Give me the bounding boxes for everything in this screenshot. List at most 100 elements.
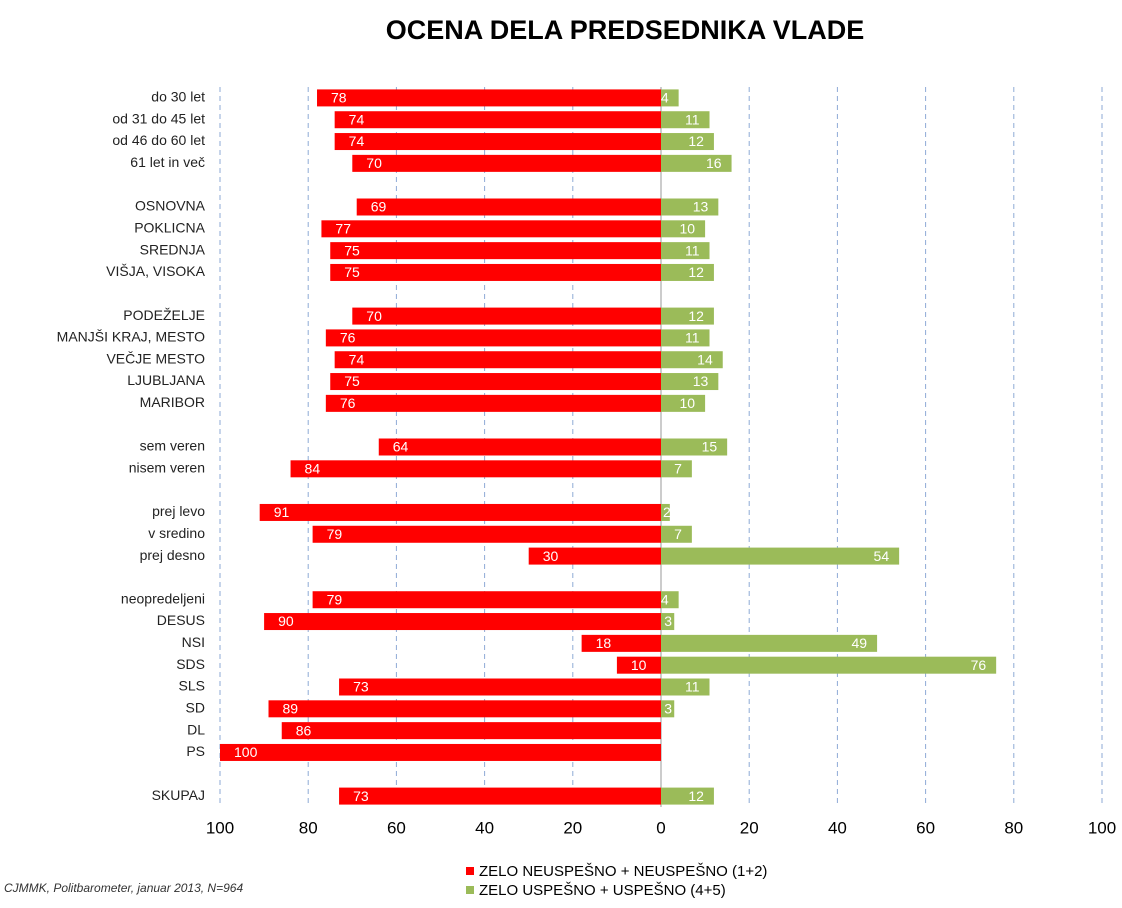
bar <box>352 154 661 172</box>
y-tick-label: neopredeljeni <box>121 590 205 606</box>
bar <box>661 154 732 172</box>
bar <box>339 678 661 696</box>
data-label: 54 <box>874 548 890 564</box>
legend-label: ZELO USPEŠNO + USPEŠNO (4+5) <box>479 882 726 899</box>
x-tick-label: 60 <box>387 818 406 837</box>
y-tick-label: VEČJE MESTO <box>106 350 205 366</box>
y-tick-label: PODEŽELJE <box>123 307 205 323</box>
y-tick-label: SDS <box>176 656 205 672</box>
x-tick-label: 20 <box>740 818 759 837</box>
bar <box>661 111 710 129</box>
bar <box>661 329 710 347</box>
data-label: 78 <box>331 90 347 106</box>
y-tick-label: DESUS <box>157 612 205 628</box>
bar <box>259 503 661 521</box>
data-label: 14 <box>697 351 713 367</box>
x-tick-label: 80 <box>1004 818 1023 837</box>
data-label: 86 <box>296 722 312 738</box>
bar <box>661 133 714 151</box>
data-label: 3 <box>664 701 672 717</box>
y-tick-label: SREDNJA <box>140 241 206 257</box>
bar <box>661 547 900 565</box>
data-label: 100 <box>234 744 258 760</box>
data-label: 74 <box>349 133 365 149</box>
data-label: 79 <box>327 591 343 607</box>
y-tick-label: nisem veren <box>129 460 205 476</box>
data-label: 11 <box>685 330 700 346</box>
data-label: 10 <box>680 221 696 237</box>
data-label: 13 <box>693 373 709 389</box>
bar <box>661 613 675 631</box>
bar <box>581 634 661 652</box>
data-label: 12 <box>688 308 704 324</box>
bar <box>661 394 706 412</box>
x-tick-label: 100 <box>1088 818 1116 837</box>
y-tick-label: POKLICNA <box>134 220 205 236</box>
bar <box>661 700 675 718</box>
y-tick-label: SLS <box>179 678 205 694</box>
bar <box>352 307 661 325</box>
y-tick-label: SKUPAJ <box>152 787 205 803</box>
y-tick-label: PS <box>186 743 205 759</box>
y-tick-label: OSNOVNA <box>135 198 206 214</box>
data-label: 75 <box>344 242 360 258</box>
x-tick-label: 0 <box>656 818 665 837</box>
data-label: 70 <box>366 155 382 171</box>
data-label: 75 <box>344 373 360 389</box>
x-tick-label: 40 <box>475 818 494 837</box>
data-label: 3 <box>664 613 672 629</box>
bar <box>661 787 714 805</box>
data-label: 77 <box>335 221 351 237</box>
bar <box>312 525 661 543</box>
bar <box>312 591 661 609</box>
y-tick-label: MARIBOR <box>140 394 205 410</box>
bar <box>339 787 661 805</box>
data-label: 70 <box>366 308 382 324</box>
y-tick-label: LJUBLJANA <box>127 372 205 388</box>
x-tick-label: 80 <box>299 818 318 837</box>
bar <box>661 307 714 325</box>
bar <box>661 656 997 674</box>
bar <box>378 438 661 456</box>
data-label: 73 <box>353 788 369 804</box>
data-label: 69 <box>371 199 387 215</box>
y-tick-label: od 31 do 45 let <box>112 110 205 126</box>
bar <box>661 198 719 216</box>
data-label: 2 <box>663 504 671 520</box>
y-tick-label: DL <box>187 721 205 737</box>
data-label: 79 <box>327 526 343 542</box>
bar <box>330 242 661 260</box>
data-label: 10 <box>680 395 696 411</box>
bar <box>330 263 661 281</box>
data-label: 90 <box>278 613 294 629</box>
bar <box>661 89 679 107</box>
bar <box>661 438 728 456</box>
data-label: 11 <box>685 111 700 127</box>
bar <box>334 133 661 151</box>
source-note: CJMMK, Politbarometer, januar 2013, N=96… <box>4 881 243 895</box>
data-label: 13 <box>693 199 709 215</box>
y-tick-label: prej levo <box>152 503 205 519</box>
y-tick-label: sem veren <box>140 438 205 454</box>
bar <box>661 634 878 652</box>
y-tick-label: MANJŠI KRAJ, MESTO <box>57 329 205 345</box>
data-label: 4 <box>661 591 669 607</box>
bar <box>321 220 661 238</box>
data-label: 12 <box>688 788 704 804</box>
bar <box>325 394 661 412</box>
y-tick-label: prej desno <box>140 547 206 563</box>
bar <box>661 678 710 696</box>
bar <box>661 503 670 521</box>
data-label: 18 <box>596 635 612 651</box>
bar <box>528 547 661 565</box>
bar <box>325 329 661 347</box>
bar <box>268 700 661 718</box>
x-tick-label: 20 <box>563 818 582 837</box>
bar <box>661 220 706 238</box>
data-label: 10 <box>631 657 647 673</box>
bar <box>220 743 661 761</box>
data-label: 76 <box>971 657 987 673</box>
y-tick-label: 61 let in več <box>130 154 205 170</box>
